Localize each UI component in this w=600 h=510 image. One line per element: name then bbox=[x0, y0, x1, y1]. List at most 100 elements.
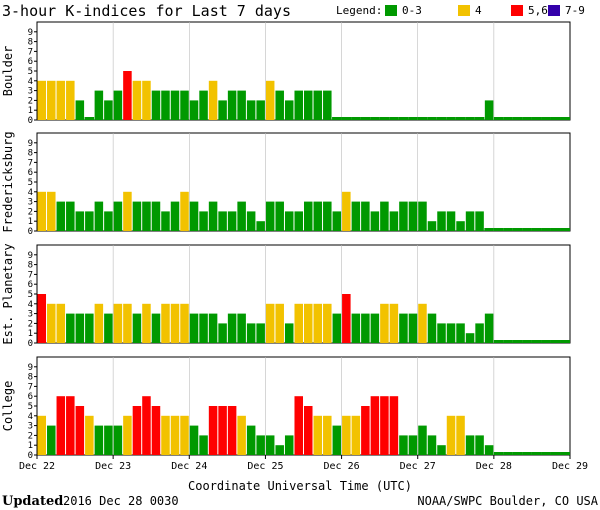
k-bar bbox=[408, 435, 418, 455]
y-tick-label: 1 bbox=[28, 106, 33, 116]
k-bar bbox=[37, 415, 47, 455]
k-bar bbox=[170, 90, 180, 120]
k-bar bbox=[237, 313, 246, 343]
k-bar bbox=[37, 294, 47, 343]
k-bar bbox=[304, 303, 313, 343]
x-tick-label: Dec 27 bbox=[400, 461, 436, 472]
k-bar bbox=[503, 452, 513, 455]
y-tick-label: 6 bbox=[28, 392, 33, 402]
k-bar bbox=[541, 452, 551, 455]
k-bar bbox=[512, 452, 523, 455]
k-bar bbox=[522, 340, 532, 343]
legend-label: Legend: bbox=[336, 4, 382, 17]
k-bar bbox=[408, 201, 418, 231]
k-bar bbox=[493, 228, 504, 231]
k-bar bbox=[342, 415, 351, 455]
k-bar bbox=[294, 211, 303, 231]
k-bar bbox=[170, 303, 180, 343]
k-bar bbox=[142, 303, 151, 343]
k-bar bbox=[123, 71, 132, 120]
k-bar bbox=[418, 303, 427, 343]
k-bar bbox=[75, 100, 85, 120]
y-tick-label: 6 bbox=[28, 280, 33, 290]
k-bar bbox=[550, 228, 561, 231]
k-bar bbox=[351, 117, 361, 120]
y-tick-label: 9 bbox=[28, 139, 33, 149]
k-bar bbox=[323, 415, 332, 455]
station-label-fredericksburg: Fredericksburg bbox=[1, 131, 15, 232]
k-bar bbox=[227, 313, 237, 343]
k-bar bbox=[275, 201, 284, 231]
k-bar bbox=[531, 117, 542, 120]
y-tick-label: 3 bbox=[28, 87, 33, 97]
y-tick-label: 6 bbox=[28, 168, 33, 178]
k-bar bbox=[351, 201, 361, 231]
k-bar bbox=[455, 117, 466, 120]
k-bar bbox=[294, 90, 303, 120]
y-tick-label: 8 bbox=[28, 38, 33, 48]
k-bar bbox=[284, 100, 294, 120]
k-bar bbox=[218, 323, 227, 343]
k-bar bbox=[189, 313, 199, 343]
k-bar bbox=[85, 211, 94, 231]
k-bar bbox=[313, 415, 323, 455]
y-tick-label: 9 bbox=[28, 251, 33, 261]
k-bar bbox=[446, 211, 456, 231]
k-bar bbox=[389, 211, 399, 231]
k-bar bbox=[37, 191, 47, 231]
k-bar bbox=[161, 211, 170, 231]
k-bar bbox=[294, 303, 303, 343]
k-bar bbox=[94, 425, 104, 455]
k-bar bbox=[237, 201, 246, 231]
k-bar bbox=[208, 313, 218, 343]
k-bar bbox=[456, 221, 465, 231]
k-bar bbox=[560, 228, 570, 231]
y-tick-label: 0 bbox=[28, 116, 33, 126]
legend-text-5-6: 5,6 bbox=[528, 4, 548, 17]
k-bar bbox=[313, 90, 323, 120]
k-bar bbox=[474, 117, 485, 120]
y-tick-label: 1 bbox=[28, 217, 33, 227]
k-bar bbox=[275, 445, 284, 455]
k-bar bbox=[446, 323, 456, 343]
k-bar bbox=[104, 425, 113, 455]
k-bar bbox=[142, 80, 151, 120]
k-bar bbox=[132, 406, 142, 455]
k-bar bbox=[256, 323, 265, 343]
k-bar bbox=[531, 452, 542, 455]
legend-swatch-4 bbox=[458, 5, 470, 16]
k-bar bbox=[541, 228, 551, 231]
k-bar bbox=[493, 117, 504, 120]
k-bar bbox=[427, 221, 437, 231]
y-tick-label: 5 bbox=[28, 290, 33, 300]
k-bar bbox=[484, 100, 494, 120]
k-bar bbox=[47, 191, 56, 231]
k-bar bbox=[180, 90, 189, 120]
k-bar bbox=[399, 313, 408, 343]
k-bar bbox=[380, 201, 389, 231]
y-tick-label: 8 bbox=[28, 261, 33, 271]
k-bar bbox=[313, 201, 323, 231]
k-bar bbox=[104, 211, 113, 231]
k-bar bbox=[475, 323, 484, 343]
k-bar bbox=[256, 221, 265, 231]
source-credit: NOAA/SWPC Boulder, CO USA bbox=[417, 494, 598, 508]
k-bar bbox=[332, 425, 342, 455]
k-bar bbox=[475, 211, 484, 231]
k-bar bbox=[512, 117, 523, 120]
k-bar bbox=[484, 313, 494, 343]
k-bar bbox=[85, 415, 94, 455]
k-bar bbox=[351, 313, 361, 343]
k-bar bbox=[398, 117, 409, 120]
y-tick-label: 2 bbox=[28, 207, 33, 217]
k-bar bbox=[104, 313, 113, 343]
x-tick-label: Dec 22 bbox=[19, 461, 55, 472]
k-bar bbox=[123, 191, 132, 231]
k-bar bbox=[104, 100, 113, 120]
k-bar bbox=[256, 435, 265, 455]
k-bar bbox=[522, 452, 532, 455]
k-bar bbox=[75, 211, 85, 231]
k-bar bbox=[380, 303, 389, 343]
k-bar bbox=[208, 201, 218, 231]
